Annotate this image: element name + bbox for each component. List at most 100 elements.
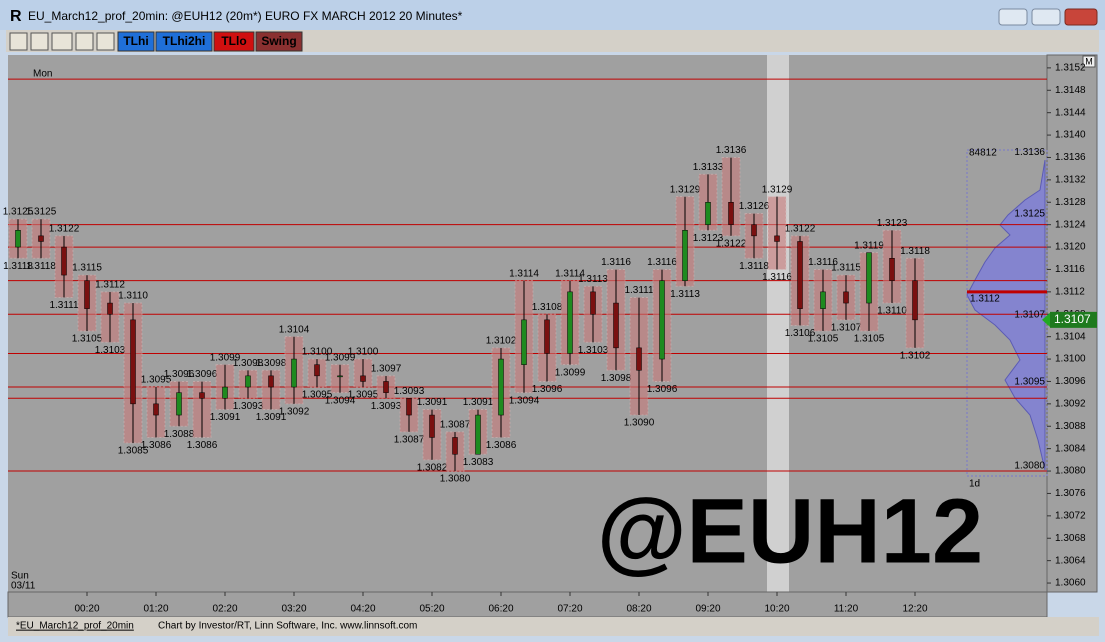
x-tick-label: 03:20 — [281, 604, 306, 615]
status-bar — [8, 617, 1099, 636]
high-label: 1.3123 — [877, 218, 908, 229]
toolbar-button-label: TLhi — [123, 34, 148, 48]
candle-body — [360, 375, 366, 382]
y-tick-label: 1.3088 — [1055, 421, 1086, 432]
candle-body — [774, 235, 780, 242]
toolbar-button[interactable] — [155, 31, 213, 52]
toolbar-button[interactable] — [213, 31, 255, 52]
candle-body — [475, 414, 481, 455]
candle-body — [130, 319, 136, 405]
low-label: 1.3092 — [279, 406, 310, 417]
high-label: 1.3093 — [394, 386, 425, 397]
y-tick-label: 1.3072 — [1055, 510, 1086, 521]
y-tick-label: 1.3068 — [1055, 533, 1086, 544]
tool-icon[interactable] — [96, 32, 115, 51]
candle-body — [889, 258, 895, 281]
y-tick-label: 1.3120 — [1055, 242, 1086, 253]
candle-body — [383, 381, 389, 393]
low-label: 1.3110 — [877, 306, 907, 317]
x-tick-label: 08:20 — [626, 604, 651, 615]
low-label: 1.3113 — [670, 289, 700, 300]
candle-body — [222, 386, 228, 399]
maximize-button[interactable] — [1031, 8, 1061, 26]
low-label: 1.3106 — [785, 328, 816, 339]
volume-profile — [966, 159, 1046, 471]
y-tick-label: 1.3136 — [1055, 152, 1086, 163]
profile-frame — [966, 149, 1048, 477]
high-label: 1.3111 — [624, 285, 654, 296]
low-label: 1.3096 — [532, 384, 563, 395]
x-tick-label: 07:20 — [557, 604, 582, 615]
y-tick-label: 1.3084 — [1055, 443, 1086, 454]
low-label: 1.3088 — [164, 429, 195, 440]
x-tick-label: 02:20 — [212, 604, 237, 615]
toolbar-button[interactable] — [117, 31, 155, 52]
low-label: 1.3093 — [233, 401, 264, 412]
candle-body — [268, 375, 274, 388]
profile-volume: 84812 — [969, 148, 997, 159]
x-tick-label: 01:20 — [143, 604, 168, 615]
tool-icon[interactable] — [9, 32, 28, 51]
y-tick-label: 1.3092 — [1055, 398, 1086, 409]
high-label: 1.3116 — [808, 257, 838, 268]
candle-body — [406, 398, 412, 416]
toolbar-button-label: Swing — [261, 34, 296, 48]
candle-body — [613, 302, 619, 349]
high-label: 1.3096 — [187, 369, 218, 380]
high-label: 1.3119 — [854, 240, 884, 251]
title-bar — [0, 0, 1105, 30]
x-tick-label: 10:20 — [764, 604, 789, 615]
y-tick-label: 1.3096 — [1055, 376, 1086, 387]
high-label: 1.3112 — [95, 280, 125, 291]
high-label: 1.3110 — [118, 291, 148, 302]
candle-body — [751, 224, 757, 237]
candle-body — [107, 302, 113, 315]
high-label: 1.3133 — [693, 162, 724, 173]
low-label: 1.3111 — [49, 300, 79, 311]
poc-label: 1.3112 — [970, 294, 1000, 305]
tool-icon[interactable] — [30, 32, 49, 51]
minimize-button[interactable] — [998, 8, 1028, 26]
low-label: 1.3118 — [739, 261, 769, 272]
high-label: 1.3126 — [739, 201, 770, 212]
low-label: 1.3122 — [716, 239, 747, 250]
candle-body — [728, 202, 734, 225]
high-label: 1.3102 — [486, 335, 517, 346]
low-label: 1.3094 — [325, 395, 356, 406]
low-label: 1.3116 — [762, 272, 792, 283]
high-label: 1.3098 — [233, 358, 264, 369]
high-label: 1.3115 — [72, 263, 102, 274]
high-label: 1.3116 — [601, 257, 631, 268]
candle-body — [452, 437, 458, 455]
toolbar-button[interactable] — [255, 31, 303, 52]
status-file: *EU_March12_prof_20min — [16, 621, 134, 632]
x-tick-label: 00:20 — [74, 604, 99, 615]
tool-icon[interactable] — [75, 32, 94, 51]
candle-body — [245, 375, 251, 388]
high-label: 1.3095 — [141, 375, 172, 386]
profile-level-label: 1.3136 — [1014, 147, 1045, 158]
session-label: Mon — [33, 69, 52, 80]
axis-mode-button[interactable] — [1082, 55, 1096, 68]
highlight-band — [767, 55, 789, 592]
profile-level-label: 1.3125 — [1014, 209, 1045, 220]
low-label: 1.3107 — [831, 323, 862, 334]
low-label: 1.3099 — [555, 367, 586, 378]
close-button[interactable] — [1064, 8, 1098, 26]
candle-body — [636, 347, 642, 371]
toolbar-buttons: TLhi TLhi2hi TLlo Swing — [117, 31, 303, 52]
y-tick-label: 1.3080 — [1055, 466, 1086, 477]
watermark: @EUH12 — [597, 480, 983, 582]
low-label: 1.3123 — [693, 233, 724, 244]
tool-icon[interactable] — [51, 32, 73, 51]
last-price-box — [1050, 311, 1097, 328]
y-tick-label: 1.3112 — [1055, 287, 1085, 298]
candle-body — [544, 319, 550, 354]
candle-body — [820, 291, 826, 309]
x-tick-label: 05:20 — [419, 604, 444, 615]
candle-body — [153, 403, 159, 416]
high-label: 1.3098 — [256, 358, 287, 369]
low-label: 1.3087 — [394, 434, 425, 445]
last-price-label: 1.3107 — [1054, 312, 1091, 326]
high-label: 1.3125 — [3, 207, 34, 218]
